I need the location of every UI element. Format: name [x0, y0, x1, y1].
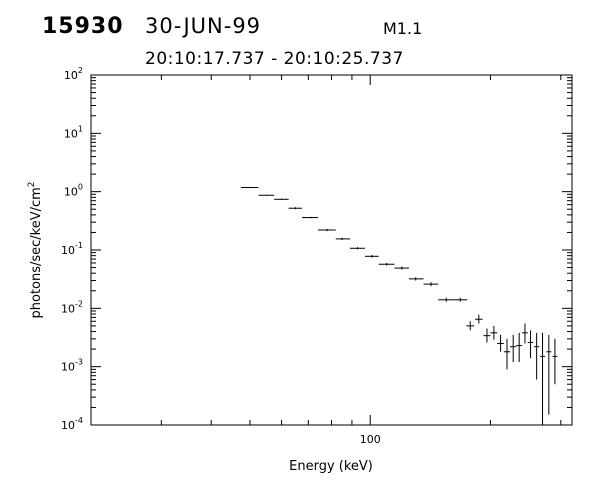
y-tick-label: 101 — [64, 124, 83, 140]
data-point — [466, 321, 475, 331]
data-point — [423, 282, 439, 287]
x-axis-label: Energy (keV) — [289, 459, 373, 474]
data-point — [490, 325, 498, 340]
y-tick-label-exp: 2 — [78, 66, 83, 75]
time-range: 20:10:17.737 - 20:10:25.737 — [145, 49, 404, 69]
y-tick-label: 102 — [64, 66, 83, 82]
y-tick-label: 100 — [64, 183, 83, 199]
y-tick-label-base: 10 — [61, 302, 75, 315]
y-tick-label-base: 10 — [64, 127, 78, 140]
data-point — [274, 198, 289, 200]
data-point — [288, 207, 303, 210]
y-tick-label: 10-1 — [61, 241, 83, 257]
data-point — [364, 255, 379, 258]
data-point — [546, 334, 552, 415]
data-point — [516, 332, 523, 363]
data-point — [317, 228, 336, 232]
data-point — [378, 262, 395, 266]
y-tick-label-exp: 1 — [78, 124, 83, 133]
data-point — [533, 332, 540, 380]
y-tick-label-base: 10 — [64, 186, 78, 199]
y-tick-label: 10-3 — [61, 358, 83, 374]
y-tick-label-exp: 0 — [78, 183, 83, 192]
y-tick-label: 10-4 — [61, 416, 83, 432]
y-tick-label-base: 10 — [64, 69, 78, 82]
data-point — [503, 338, 511, 370]
y-tick-label-base: 10 — [61, 419, 75, 432]
data-point — [527, 330, 534, 359]
data-point — [522, 323, 528, 344]
data-point — [483, 328, 491, 343]
y-tick-label-exp: -4 — [75, 416, 83, 425]
y-axis-label: photons/sec/keV/cm2 — [27, 181, 44, 318]
plot-frame — [90, 74, 573, 426]
data-point — [394, 266, 409, 270]
y-axis-label-exp: 2 — [27, 181, 37, 187]
flare-class: M1.1 — [383, 19, 423, 38]
data-point — [497, 334, 504, 352]
data-point — [475, 314, 483, 324]
data-point — [453, 297, 468, 302]
y-tick-label-exp: -1 — [75, 241, 83, 250]
data-point — [408, 277, 424, 281]
data-point — [552, 338, 558, 385]
x-tick-label: 100 — [360, 433, 381, 446]
data-point — [539, 332, 546, 425]
y-tick-label-base: 10 — [61, 361, 75, 374]
event-id: 15930 — [42, 14, 124, 39]
data-point — [510, 334, 517, 363]
y-tick-label-exp: -3 — [75, 358, 83, 367]
data-marks — [241, 186, 558, 425]
data-point — [241, 186, 259, 189]
y-tick-label-exp: -2 — [75, 299, 83, 308]
data-point — [349, 247, 365, 250]
event-date: 30-JUN-99 — [145, 14, 262, 38]
data-point — [258, 194, 275, 196]
y-axis-label-base: photons/sec/keV/cm — [29, 187, 44, 318]
data-point — [438, 297, 454, 302]
data-point — [302, 216, 318, 219]
y-tick-label-base: 10 — [61, 244, 75, 257]
data-point — [335, 237, 350, 241]
y-tick-label: 10-2 — [61, 299, 83, 315]
